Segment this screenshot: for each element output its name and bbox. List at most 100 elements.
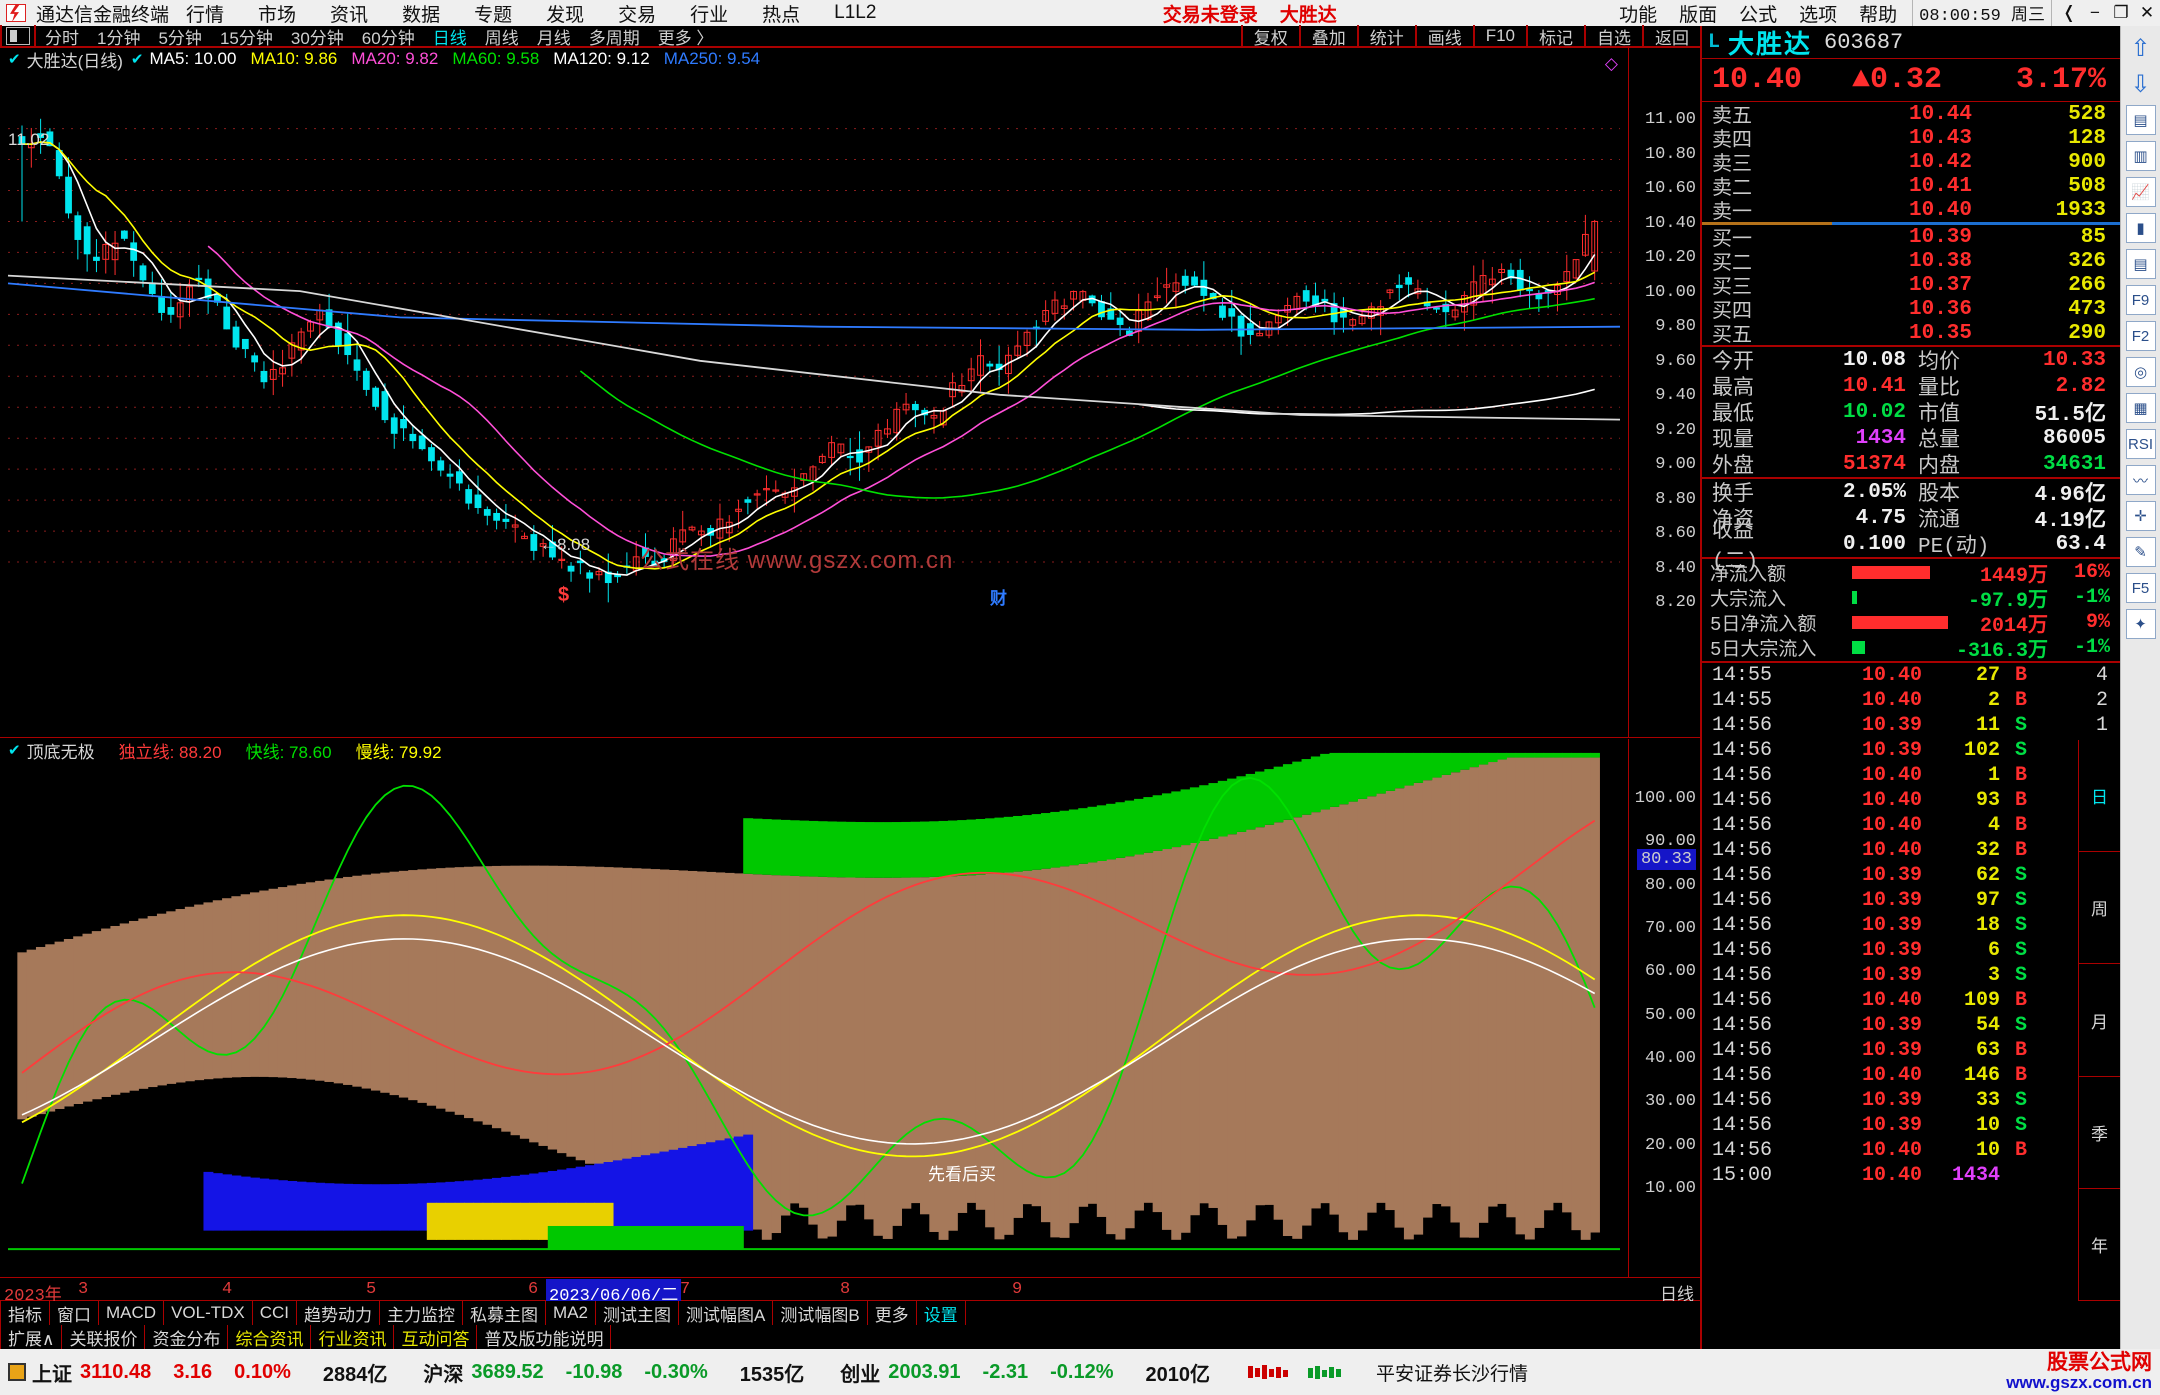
- bid-row[interactable]: 买一 10.39 85: [1702, 225, 2120, 253]
- window-maximize-button[interactable]: ❐: [2113, 3, 2129, 22]
- period-30min[interactable]: 30分钟: [290, 28, 344, 48]
- btn-kuozhan[interactable]: 扩展∧: [0, 1325, 63, 1349]
- tick-row[interactable]: 14:55 10.40 2 B 2: [1702, 688, 2120, 713]
- wave-icon[interactable]: 〰: [2125, 465, 2156, 495]
- period-more[interactable]: 更多 〉: [657, 28, 714, 48]
- ask-row[interactable]: 卖一 10.40 1933: [1702, 198, 2120, 226]
- period-multi[interactable]: 多周期: [588, 28, 640, 48]
- tick-row[interactable]: 14:56 10.39 11 S 1: [1702, 713, 2120, 738]
- timeframe-月[interactable]: 月: [2079, 964, 2120, 1077]
- toolbar-huaxian[interactable]: 画线: [1427, 28, 1462, 48]
- timeframe-年[interactable]: 年: [2079, 1189, 2120, 1302]
- btn-chuangkou[interactable]: 窗口: [50, 1301, 99, 1325]
- btn-ceshifutu-a[interactable]: 测试幅图A: [679, 1301, 774, 1325]
- btn-ceshifutu-b[interactable]: 测试幅图B: [773, 1301, 868, 1325]
- menu-item-zixun[interactable]: 资讯: [330, 4, 369, 26]
- bid-row[interactable]: 买四 10.36 473: [1702, 297, 2120, 325]
- tick-table[interactable]: 14:55 10.40 27 B 4 14:55 10.40 2 B 2 14:56 10.39 11 S…: [1702, 663, 2120, 1188]
- f2-icon[interactable]: F2: [2125, 321, 2156, 351]
- btn-pujiban[interactable]: 普及版功能说明: [477, 1325, 612, 1349]
- toolbar-fanhui[interactable]: 返回: [1655, 28, 1689, 48]
- btn-shezhi[interactable]: 设置: [917, 1301, 966, 1325]
- menu-item-xuanxiang[interactable]: 选项: [1799, 4, 1838, 26]
- btn-gengduo[interactable]: 更多: [868, 1301, 917, 1325]
- up-arrow-icon[interactable]: ⇧: [2130, 34, 2151, 62]
- menu-item-faxian[interactable]: 发现: [546, 4, 585, 26]
- ask-row[interactable]: 卖三 10.42 900: [1702, 150, 2120, 178]
- pages-icon[interactable]: ▤: [2125, 249, 2156, 279]
- plus-icon[interactable]: ✛: [2125, 501, 2156, 531]
- btn-simuzhutu[interactable]: 私募主图: [463, 1301, 547, 1325]
- period-1min[interactable]: 1分钟: [97, 28, 141, 48]
- btn-zonghezixun[interactable]: 综合资讯: [228, 1325, 312, 1349]
- ask-row[interactable]: 卖二 10.41 508: [1702, 174, 2120, 202]
- list-multi-icon[interactable]: ▥: [2125, 141, 2156, 171]
- period-weekly[interactable]: 周线: [484, 28, 519, 48]
- f9-icon[interactable]: F9: [2125, 285, 2156, 315]
- window-close-button[interactable]: ✕: [2139, 3, 2155, 22]
- pen-icon[interactable]: ✎: [2125, 537, 2156, 567]
- toolbar-fuquan[interactable]: 复权: [1253, 28, 1288, 48]
- sub-indicator-chart[interactable]: ✔ 顶底无极 独立线: 88.20 快线: 78.60 慢线: 79.92: [0, 739, 1700, 931]
- btn-vol-tdx[interactable]: VOL-TDX: [164, 1301, 253, 1325]
- menu-item-jiaoyi[interactable]: 交易: [618, 4, 657, 26]
- menu-item-zhuanti[interactable]: 专题: [474, 4, 513, 26]
- menu-item-gongshi[interactable]: 公式: [1739, 4, 1778, 26]
- rsi-icon[interactable]: RSI: [2125, 429, 2156, 459]
- candle-icon[interactable]: ▮: [2125, 213, 2156, 243]
- globe-icon[interactable]: ✦: [2125, 609, 2156, 639]
- list-green-icon[interactable]: ▤: [2125, 105, 2156, 135]
- menu-item-gongneng[interactable]: 功能: [1619, 4, 1658, 26]
- period-5min[interactable]: 5分钟: [158, 28, 202, 48]
- menu-item-l1l2[interactable]: L1L2: [834, 2, 877, 23]
- bid-row[interactable]: 买五 10.35 290: [1702, 321, 2120, 349]
- tick-row[interactable]: 14:55 10.40 27 B 4: [1702, 663, 2120, 688]
- main-kline-chart[interactable]: ✔ 大胜达(日线) ✔ MA5: 10.00 MA10: 9.86 MA20: …: [0, 48, 1700, 738]
- btn-macd[interactable]: MACD: [99, 1301, 165, 1325]
- toolbar-f10[interactable]: F10: [1485, 26, 1515, 45]
- toolbar-diejia[interactable]: 叠加: [1311, 28, 1346, 48]
- btn-zijinfenbu[interactable]: 资金分布: [145, 1325, 229, 1349]
- bid-row[interactable]: 买二 10.38 326: [1702, 249, 2120, 277]
- toolbar-tongji[interactable]: 统计: [1369, 28, 1404, 48]
- btn-hudongwenda[interactable]: 互动问答: [394, 1325, 478, 1349]
- period-15min[interactable]: 15分钟: [219, 28, 273, 48]
- toolbar-zixuan[interactable]: 自选: [1597, 28, 1631, 48]
- menu-item-shichang[interactable]: 市场: [258, 4, 297, 26]
- btn-zhulijiankong[interactable]: 主力监控: [380, 1301, 464, 1325]
- diamond-icon[interactable]: ◇: [1604, 54, 1618, 73]
- ask-row[interactable]: 卖四 10.43 128: [1702, 126, 2120, 154]
- timeframe-季[interactable]: 季: [2079, 1077, 2120, 1189]
- trend-icon[interactable]: 📈: [2125, 177, 2156, 207]
- menu-item-redian[interactable]: 热点: [762, 4, 801, 26]
- btn-ceshizhutu[interactable]: 测试主图: [596, 1301, 679, 1325]
- layout-icon[interactable]: [6, 27, 30, 45]
- menu-item-hangye[interactable]: 行业: [690, 4, 729, 26]
- timeframe-日[interactable]: 日: [2079, 740, 2120, 853]
- window-back-button[interactable]: ❬: [2061, 3, 2077, 22]
- f5-icon[interactable]: F5: [2125, 573, 2156, 603]
- period-daily[interactable]: 日线: [432, 28, 467, 48]
- menu-item-hangqing[interactable]: 行情: [186, 4, 225, 26]
- period-monthly[interactable]: 月线: [536, 28, 571, 48]
- grid-icon[interactable]: ▦: [2125, 393, 2156, 423]
- btn-guanlianbaojia[interactable]: 关联报价: [62, 1325, 146, 1349]
- ask-row[interactable]: 卖五 10.44 528: [1702, 102, 2120, 130]
- period-60min[interactable]: 60分钟: [361, 28, 415, 48]
- btn-cci[interactable]: CCI: [253, 1301, 298, 1325]
